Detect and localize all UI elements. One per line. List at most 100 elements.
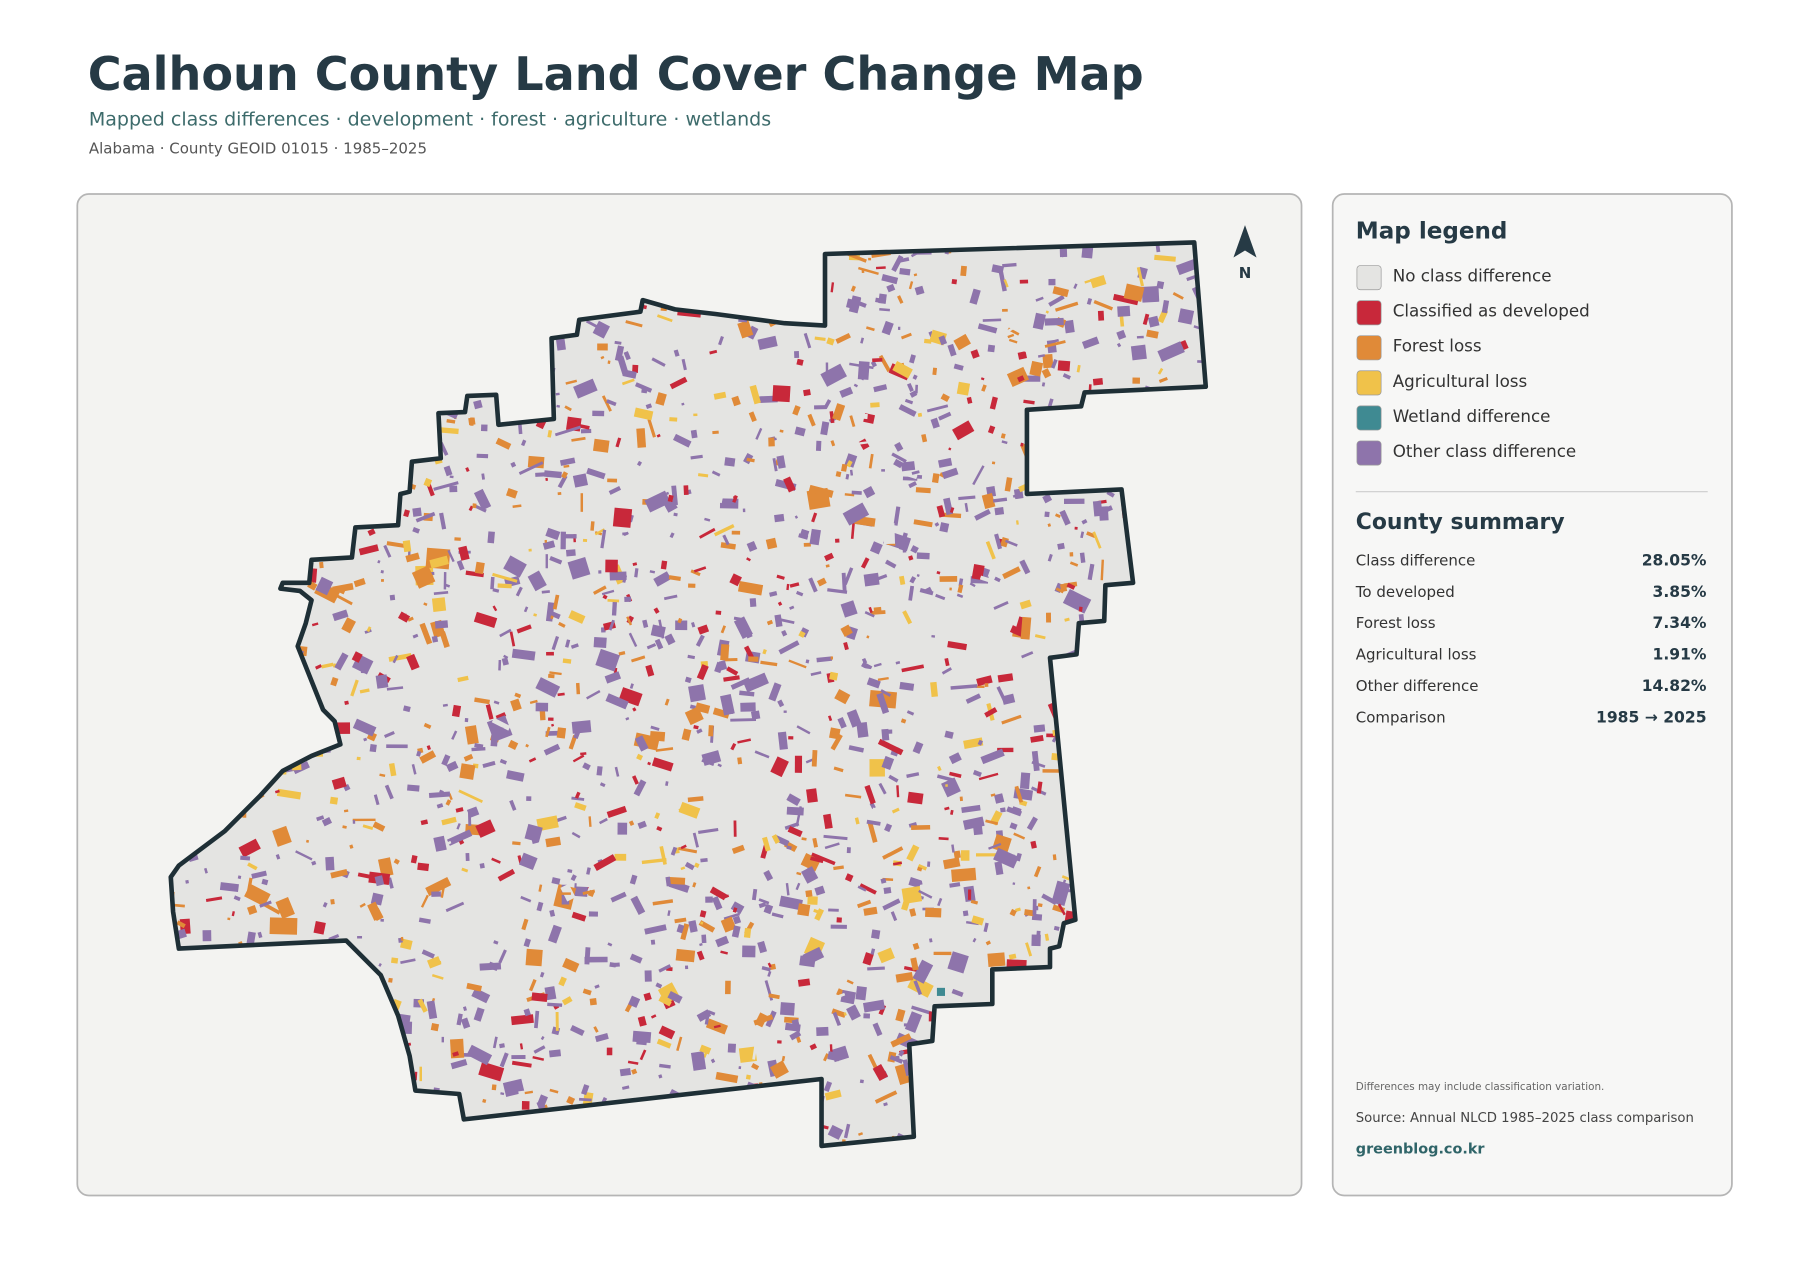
change-patch bbox=[1063, 498, 1085, 504]
change-patch bbox=[305, 839, 310, 843]
change-patch bbox=[658, 619, 665, 639]
change-patch bbox=[789, 1030, 802, 1041]
change-patch bbox=[389, 594, 396, 601]
change-patch bbox=[419, 750, 437, 764]
change-patch bbox=[1030, 840, 1037, 849]
change-patch bbox=[675, 948, 696, 963]
change-patch bbox=[456, 823, 461, 830]
change-patch bbox=[573, 728, 582, 740]
change-patch bbox=[540, 1035, 545, 1041]
change-patch bbox=[730, 901, 745, 915]
change-patch bbox=[850, 285, 856, 292]
change-patch bbox=[777, 1040, 782, 1044]
change-patch bbox=[794, 515, 799, 519]
change-patch bbox=[807, 413, 816, 427]
change-patch bbox=[746, 540, 758, 552]
legend-label: Classified as developed bbox=[1393, 301, 1590, 321]
change-patch bbox=[593, 854, 617, 871]
summary-label: To developed bbox=[1355, 583, 1455, 601]
change-patch bbox=[322, 902, 328, 908]
change-patch bbox=[773, 437, 777, 441]
change-patch bbox=[742, 945, 756, 958]
change-patch bbox=[681, 728, 692, 741]
change-patch bbox=[1069, 561, 1079, 567]
change-patch bbox=[881, 320, 894, 336]
change-patch bbox=[388, 977, 393, 983]
change-patch bbox=[960, 265, 967, 277]
change-patch bbox=[830, 733, 843, 751]
change-patch bbox=[885, 559, 897, 569]
change-patch bbox=[684, 965, 689, 970]
change-patch bbox=[700, 857, 708, 863]
change-patch bbox=[987, 344, 996, 353]
change-patch bbox=[1084, 277, 1099, 284]
change-patch bbox=[898, 404, 917, 417]
change-patch bbox=[251, 870, 267, 879]
change-patch bbox=[814, 885, 826, 896]
change-patch bbox=[983, 922, 989, 933]
change-patch bbox=[507, 739, 519, 750]
change-patch bbox=[1117, 305, 1131, 317]
change-patch bbox=[335, 586, 346, 595]
change-patch bbox=[1017, 351, 1027, 360]
change-patch bbox=[371, 907, 384, 921]
change-patch bbox=[957, 584, 964, 594]
change-patch bbox=[648, 884, 667, 897]
change-patch bbox=[750, 982, 758, 989]
change-patch bbox=[884, 823, 893, 833]
change-patch bbox=[545, 554, 548, 569]
change-patch bbox=[859, 413, 868, 420]
change-patch bbox=[858, 369, 868, 381]
change-patch bbox=[593, 636, 607, 648]
change-patch bbox=[321, 816, 333, 827]
change-patch bbox=[709, 349, 718, 355]
change-patch bbox=[549, 909, 556, 917]
change-patch bbox=[798, 533, 809, 540]
change-patch bbox=[690, 569, 701, 577]
change-patch bbox=[795, 456, 812, 475]
legend-title: Map legend bbox=[1356, 219, 1508, 245]
change-patch bbox=[851, 490, 862, 495]
change-patch bbox=[664, 698, 670, 706]
change-patch bbox=[1002, 566, 1021, 580]
change-patch bbox=[541, 590, 550, 594]
change-patch bbox=[1054, 301, 1079, 312]
change-patch bbox=[774, 614, 783, 628]
change-patch bbox=[713, 524, 735, 537]
change-patch bbox=[894, 1063, 910, 1085]
change-patch bbox=[768, 993, 780, 1000]
change-patch bbox=[972, 937, 977, 943]
change-patch bbox=[653, 571, 672, 587]
change-patch bbox=[1146, 329, 1159, 339]
change-patch bbox=[683, 485, 689, 495]
change-patch bbox=[886, 283, 896, 293]
change-patch bbox=[1026, 816, 1038, 831]
change-patch bbox=[1116, 329, 1127, 340]
change-patch bbox=[1029, 360, 1044, 377]
change-patch bbox=[523, 1090, 534, 1095]
change-patch bbox=[937, 765, 942, 772]
change-patch bbox=[551, 636, 560, 651]
change-patch bbox=[739, 590, 752, 599]
change-patch bbox=[1013, 832, 1026, 840]
change-patch bbox=[998, 271, 1007, 292]
change-patch bbox=[1027, 886, 1031, 890]
change-patch bbox=[545, 527, 561, 541]
change-patch bbox=[915, 487, 931, 494]
change-patch bbox=[470, 417, 474, 426]
change-patch bbox=[1004, 477, 1013, 492]
change-patch bbox=[981, 384, 987, 392]
change-patch bbox=[1064, 319, 1075, 334]
change-patch bbox=[664, 500, 678, 513]
change-patch bbox=[473, 488, 492, 511]
change-patch bbox=[1172, 292, 1184, 300]
change-patch bbox=[748, 411, 757, 423]
change-patch bbox=[667, 494, 674, 503]
change-patch bbox=[568, 734, 578, 750]
change-patch bbox=[670, 846, 678, 856]
change-patch bbox=[311, 622, 319, 627]
change-patch bbox=[451, 730, 458, 740]
change-patch bbox=[944, 730, 954, 739]
change-patch bbox=[419, 622, 433, 645]
change-patch bbox=[1019, 599, 1032, 610]
